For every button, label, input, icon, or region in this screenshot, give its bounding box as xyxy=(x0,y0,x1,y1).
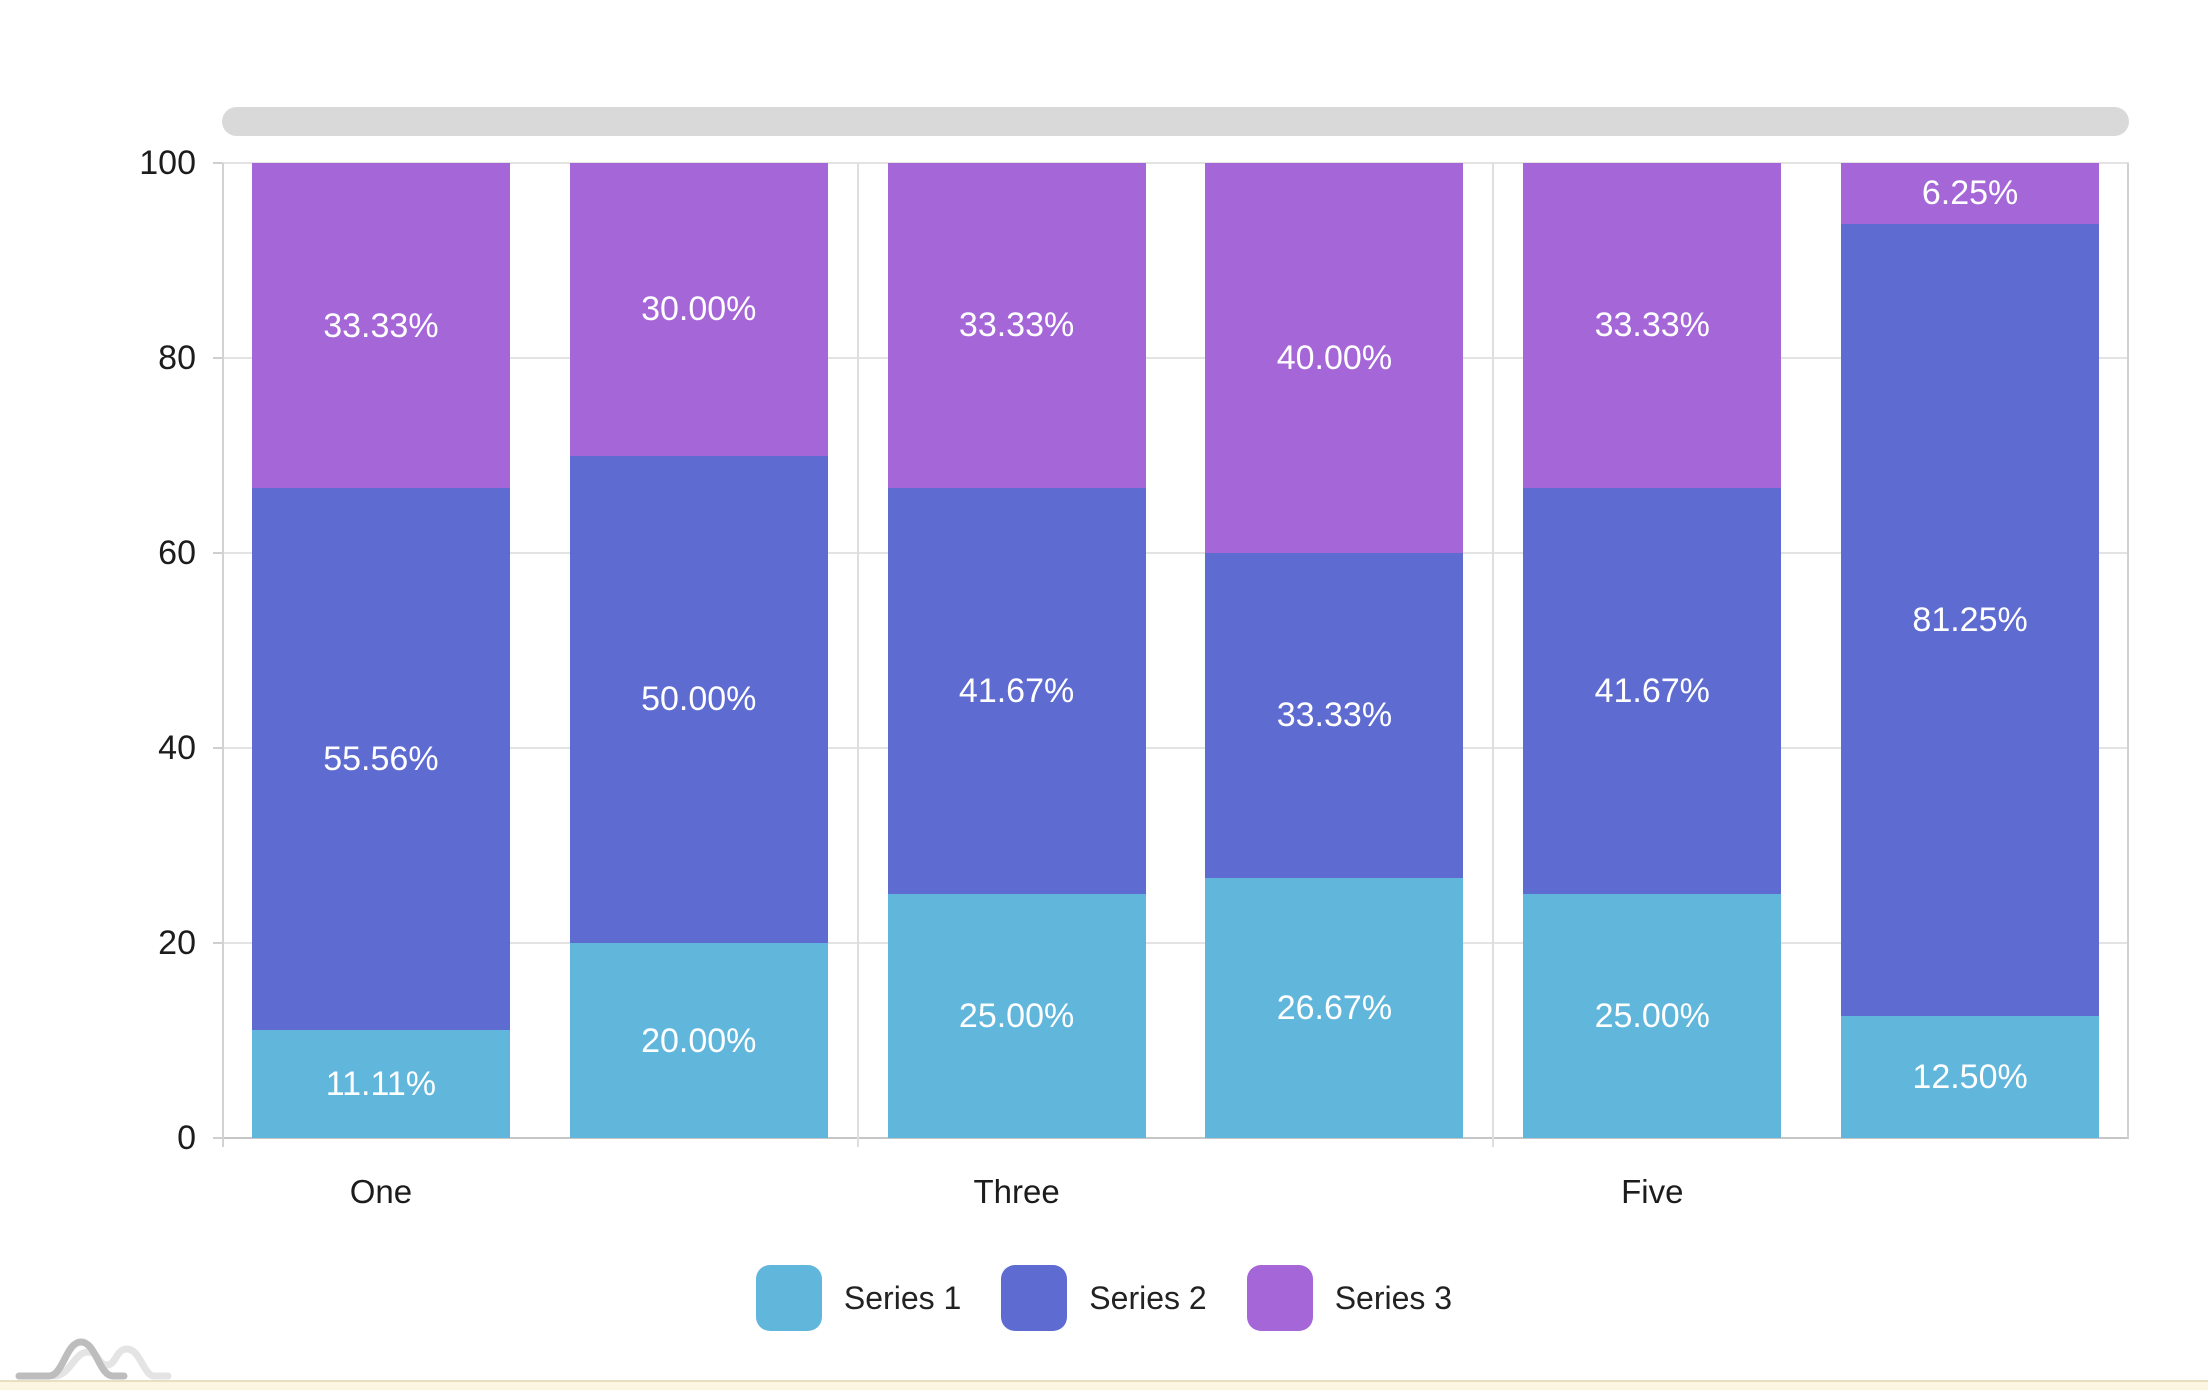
y-tick-mark xyxy=(213,1137,222,1139)
plot-right-border xyxy=(2127,163,2129,1138)
y-tick-label: 40 xyxy=(158,729,196,767)
bar-segment-series-2[interactable]: 41.67% xyxy=(887,487,1146,895)
legend-item: Series 2 xyxy=(1001,1265,1207,1331)
bar-segment-series-1[interactable]: 20.00% xyxy=(569,943,828,1138)
y-tick-mark xyxy=(213,942,222,944)
stacked-bar: 25.00% 41.67% 33.33% xyxy=(887,163,1146,1138)
legend-swatch xyxy=(1246,1265,1313,1331)
y-tick-mark xyxy=(213,552,222,554)
bottom-section-divider xyxy=(0,1380,2208,1390)
legend-label: Series 3 xyxy=(1334,1280,1453,1316)
bar-value-label: 25.00% xyxy=(958,997,1075,1036)
bar-segment-series-3[interactable]: 33.33% xyxy=(887,163,1146,488)
stacked-bar: 12.50% 81.25% 6.25% xyxy=(1841,163,2100,1138)
legend-label: Series 1 xyxy=(843,1280,962,1316)
chart-range-scrollbar[interactable] xyxy=(222,107,2129,136)
y-tick-mark xyxy=(213,357,222,359)
bar-value-label: 50.00% xyxy=(641,680,757,719)
bar-segment-series-3[interactable]: 33.33% xyxy=(251,163,510,488)
x-gridline xyxy=(1492,163,1495,1147)
bar-value-label: 20.00% xyxy=(641,1021,757,1060)
bar-value-label: 12.50% xyxy=(1912,1058,2028,1097)
x-tick-label: One xyxy=(349,1173,413,1210)
bar-value-label: 11.11% xyxy=(325,1064,437,1103)
legend-item: Series 3 xyxy=(1246,1265,1453,1331)
bar-value-label: 30.00% xyxy=(641,290,757,329)
bar-segment-series-2[interactable]: 50.00% xyxy=(569,455,828,943)
y-tick-label: 20 xyxy=(158,924,196,962)
bar-segment-series-1[interactable]: 25.00% xyxy=(1523,894,1782,1138)
x-tick-label: Three xyxy=(973,1173,1060,1210)
bar-value-label: 81.25% xyxy=(1912,601,2028,640)
logo-light-curve xyxy=(50,1345,172,1380)
bar-segment-series-1[interactable]: 26.67% xyxy=(1205,877,1464,1138)
bar-segment-series-1[interactable]: 25.00% xyxy=(887,894,1146,1138)
legend-item: Series 1 xyxy=(755,1265,962,1331)
logo-dark-curve xyxy=(15,1338,128,1380)
x-gridline xyxy=(856,163,859,1147)
bar-value-label: 25.00% xyxy=(1594,997,1710,1036)
bar-segment-series-3[interactable]: 33.33% xyxy=(1523,163,1782,488)
stacked-bar: 25.00% 41.67% 33.33% xyxy=(1523,163,1782,1138)
bar-value-label: 33.33% xyxy=(323,306,439,345)
y-tick-label: 100 xyxy=(139,144,196,182)
legend-swatch xyxy=(1001,1265,1068,1331)
bar-segment-series-3[interactable]: 30.00% xyxy=(569,163,828,456)
y-tick-mark xyxy=(213,747,222,749)
bar-segment-series-3[interactable]: 6.25% xyxy=(1841,163,2100,224)
y-tick-label: 0 xyxy=(177,1119,196,1157)
bar-value-label: 41.67% xyxy=(958,672,1075,711)
bar-value-label: 55.56% xyxy=(323,739,439,778)
bar-segment-series-3[interactable]: 40.00% xyxy=(1205,163,1464,554)
y-axis-line xyxy=(222,163,224,1147)
legend: Series 1 Series 2 Series 3 xyxy=(0,1265,2208,1331)
legend-swatch xyxy=(755,1265,822,1331)
bar-value-label: 33.33% xyxy=(958,306,1075,345)
bar-segment-series-2[interactable]: 41.67% xyxy=(1523,487,1782,895)
bar-value-label: 26.67% xyxy=(1276,988,1393,1027)
bar-segment-series-2[interactable]: 81.25% xyxy=(1841,223,2100,1017)
bar-value-label: 6.25% xyxy=(1921,174,2019,213)
y-gridline xyxy=(222,357,2129,359)
bar-segment-series-1[interactable]: 12.50% xyxy=(1841,1016,2100,1138)
y-gridline xyxy=(222,162,2129,164)
bar-value-label: 33.33% xyxy=(1276,696,1393,735)
bar-value-label: 40.00% xyxy=(1276,339,1393,378)
legend-label: Series 2 xyxy=(1089,1280,1207,1316)
stacked-bar: 26.67% 33.33% 40.00% xyxy=(1205,163,1464,1138)
bar-segment-series-2[interactable]: 33.33% xyxy=(1205,553,1464,878)
stacked-bar: 11.11% 55.56% 33.33% xyxy=(251,163,510,1138)
distribution-curves-logo xyxy=(15,1338,172,1380)
y-gridline xyxy=(222,552,2129,554)
x-tick-label: Five xyxy=(1621,1173,1684,1210)
stacked-bar: 20.00% 50.00% 30.00% xyxy=(569,163,828,1138)
x-axis-baseline xyxy=(222,1137,2129,1139)
y-tick-mark xyxy=(213,162,222,164)
y-gridline xyxy=(222,942,2129,944)
bar-value-label: 41.67% xyxy=(1594,672,1710,711)
bar-value-label: 33.33% xyxy=(1594,306,1710,345)
y-gridline xyxy=(222,747,2129,749)
bar-segment-series-2[interactable]: 55.56% xyxy=(251,487,510,1030)
y-tick-label: 60 xyxy=(158,534,196,572)
bar-segment-series-1[interactable]: 11.11% xyxy=(251,1029,510,1138)
y-tick-label: 80 xyxy=(158,339,196,377)
